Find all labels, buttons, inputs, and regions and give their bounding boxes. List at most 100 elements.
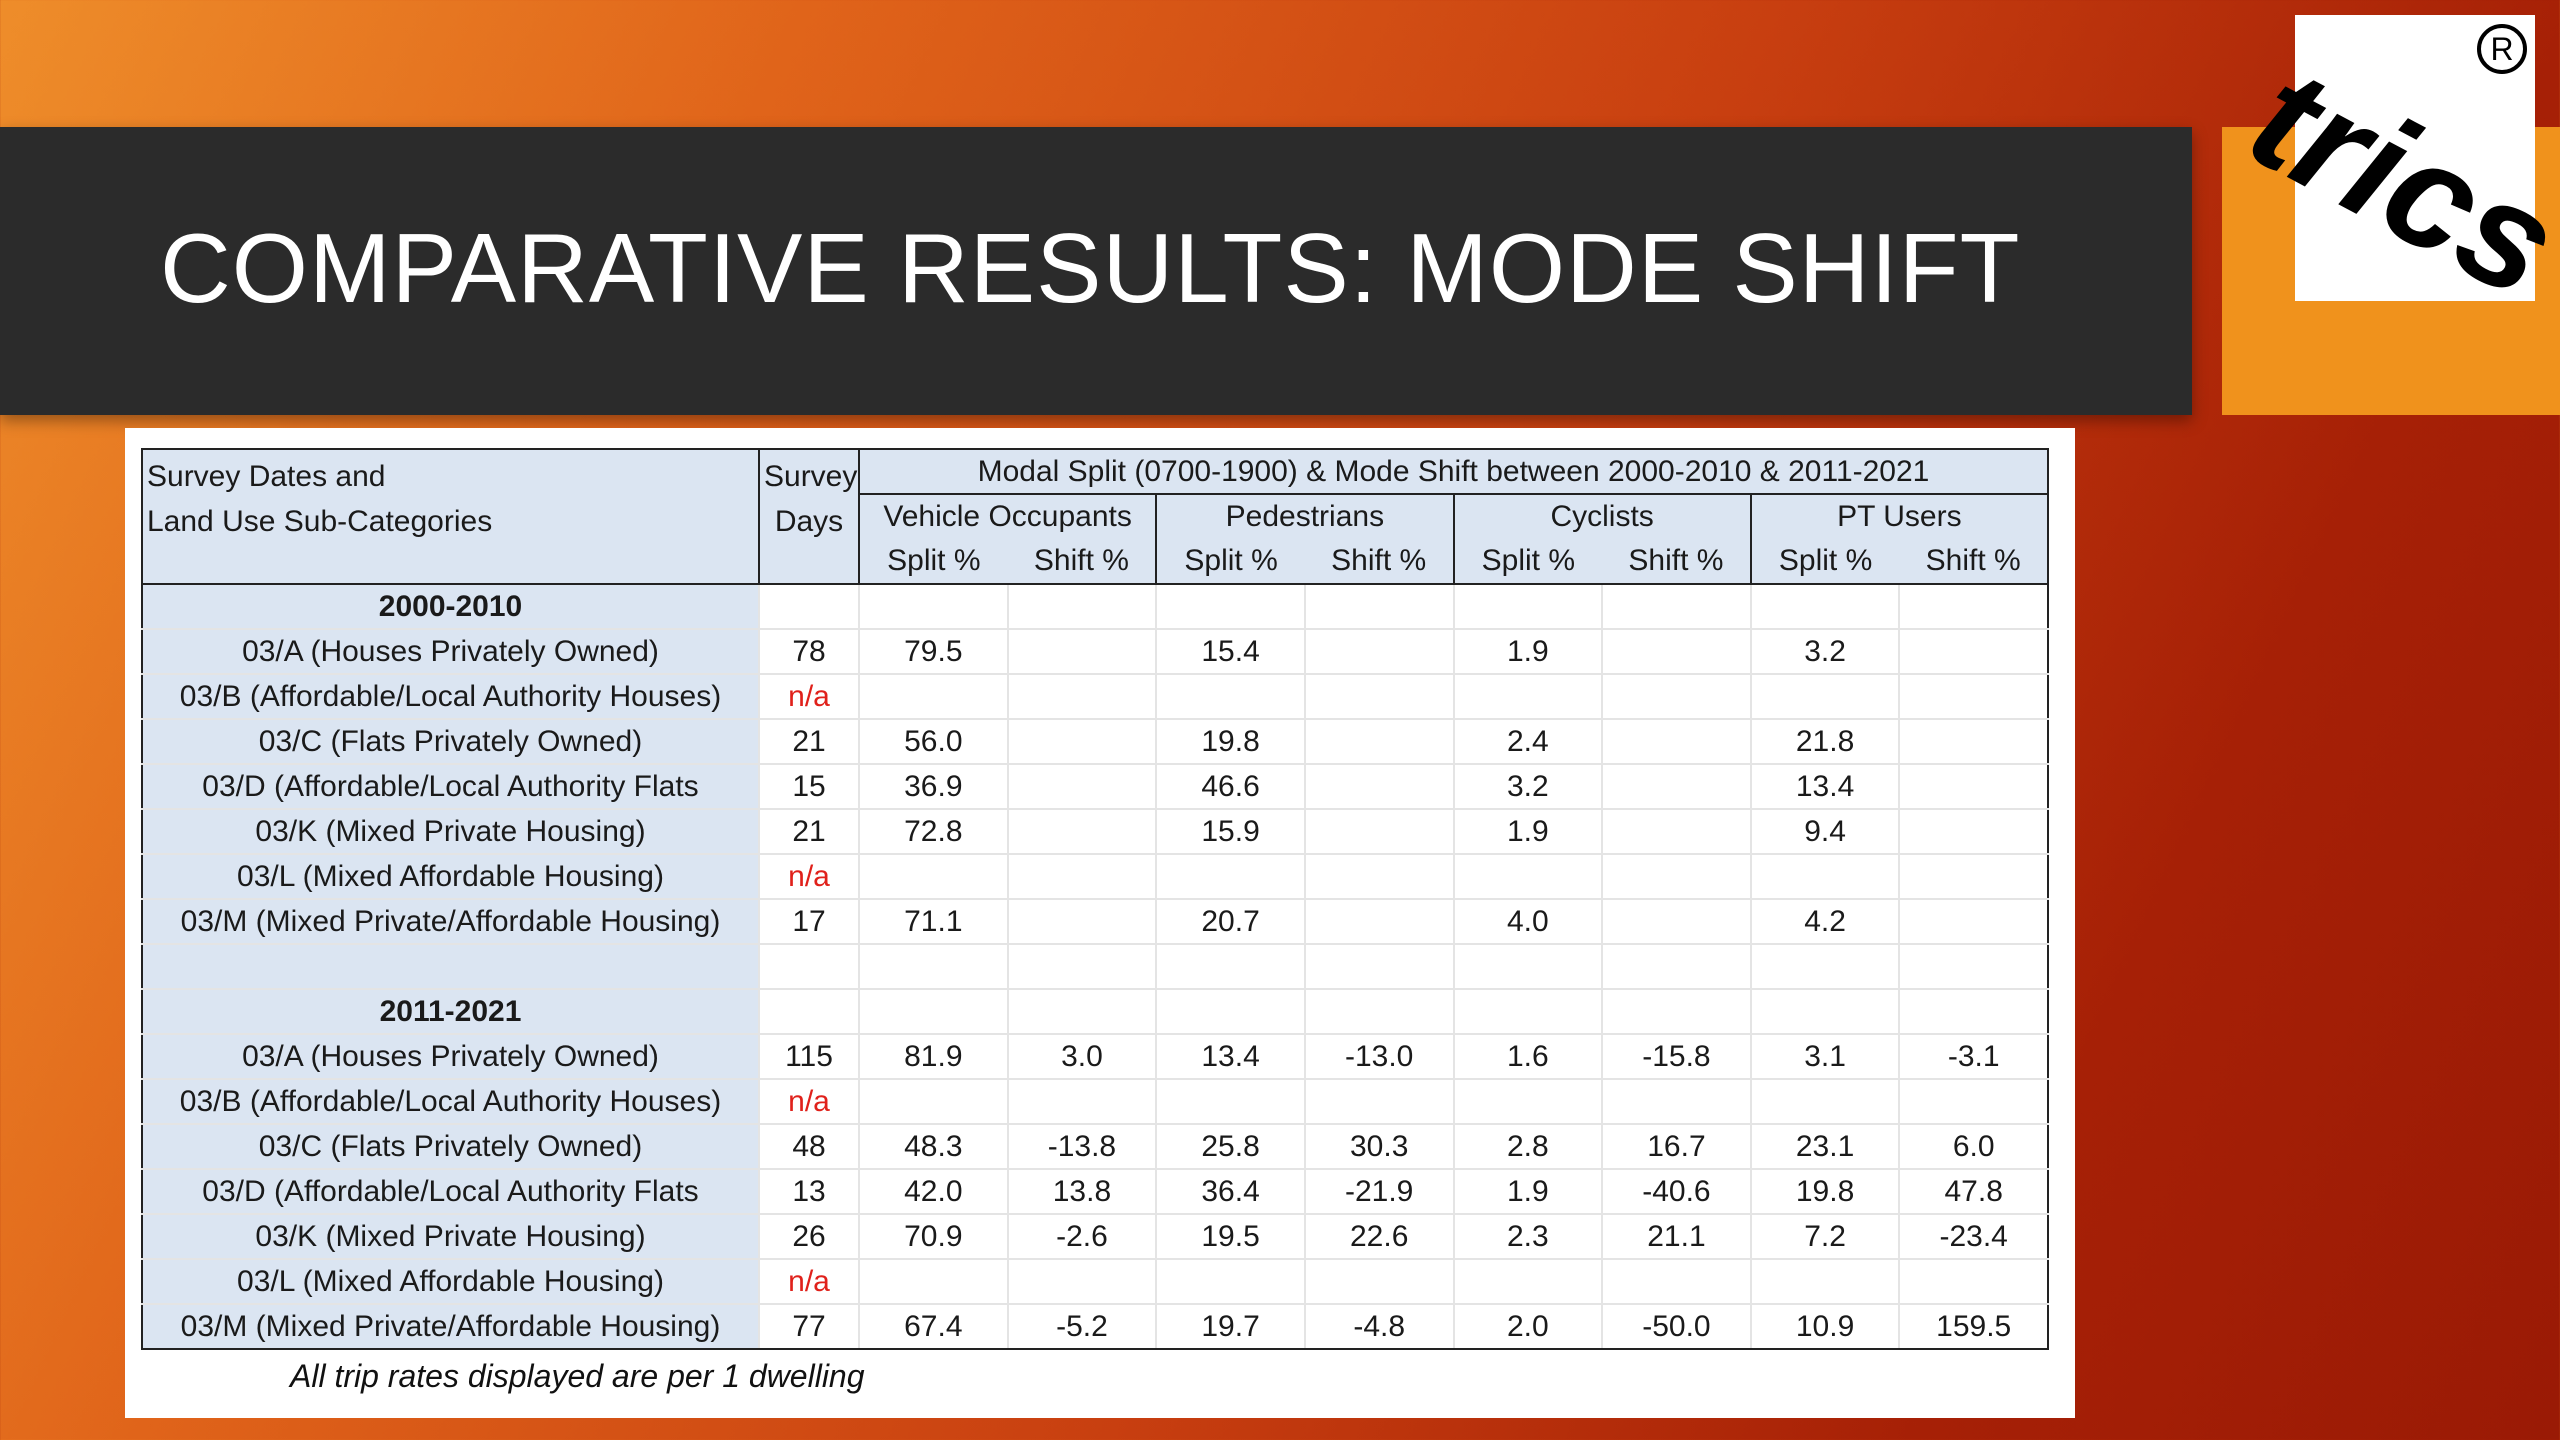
table-row: 03/C (Flats Privately Owned) 21 56.0 19.8 2.… xyxy=(141,719,2049,765)
category-label: 03/M (Mixed Private/Affordable Housing) xyxy=(141,1304,760,1350)
split-cell xyxy=(1750,854,1901,900)
split-cell xyxy=(1156,674,1306,720)
header-days-line2: Days xyxy=(774,505,844,538)
split-cell: 56.0 xyxy=(859,719,1009,765)
survey-days-cell: n/a xyxy=(759,1259,860,1305)
header-group: Cyclists xyxy=(1452,494,1752,539)
split-cell xyxy=(1750,989,1901,1035)
split-cell: 2.3 xyxy=(1453,1214,1604,1260)
shift-cell xyxy=(1602,809,1752,855)
shift-cell xyxy=(1304,1259,1455,1305)
split-cell xyxy=(1156,1259,1306,1305)
shift-cell: -50.0 xyxy=(1602,1304,1752,1350)
split-cell: 72.8 xyxy=(859,809,1009,855)
header-split: Split % xyxy=(1155,539,1305,585)
category-label: 03/L (Mixed Affordable Housing) xyxy=(141,1259,760,1305)
category-label: 03/D (Affordable/Local Authority Flats xyxy=(141,1169,760,1215)
table-row xyxy=(141,944,2049,990)
split-cell xyxy=(859,584,1009,630)
survey-days-cell: 21 xyxy=(759,809,860,855)
split-cell xyxy=(1453,1079,1604,1125)
split-cell xyxy=(859,1259,1009,1305)
shift-cell xyxy=(1007,989,1158,1035)
table-row: 03/K (Mixed Private Housing) 21 72.8 15.9 1.… xyxy=(141,809,2049,855)
survey-days-cell xyxy=(759,989,860,1035)
survey-days-cell: n/a xyxy=(759,674,860,720)
shift-cell xyxy=(1602,1259,1752,1305)
shift-cell xyxy=(1304,719,1455,765)
spacer-cell xyxy=(141,944,760,990)
shift-cell xyxy=(1602,584,1752,630)
shift-cell xyxy=(1899,719,2049,765)
split-cell: 3.2 xyxy=(1453,764,1604,810)
split-cell: 48.3 xyxy=(859,1124,1009,1170)
split-cell: 23.1 xyxy=(1750,1124,1901,1170)
split-cell: 1.9 xyxy=(1453,1169,1604,1215)
category-label: 03/A (Houses Privately Owned) xyxy=(141,1034,760,1080)
shift-cell: -40.6 xyxy=(1602,1169,1752,1215)
split-cell: 81.9 xyxy=(859,1034,1009,1080)
split-cell: 19.7 xyxy=(1156,1304,1306,1350)
header-category: Survey Dates and Land Use Sub-Categories xyxy=(141,448,760,585)
header-group: Pedestrians xyxy=(1155,494,1455,539)
split-cell: 2.0 xyxy=(1453,1304,1604,1350)
split-cell xyxy=(1750,1259,1901,1305)
split-cell: 3.1 xyxy=(1750,1034,1901,1080)
survey-days-cell: n/a xyxy=(759,854,860,900)
survey-days-cell: 21 xyxy=(759,719,860,765)
shift-cell xyxy=(1602,899,1752,945)
split-cell: 3.2 xyxy=(1750,629,1901,675)
table-row: 03/B (Affordable/Local Authority Houses)… xyxy=(141,1079,2049,1125)
split-cell xyxy=(859,1079,1009,1125)
category-label: 03/K (Mixed Private Housing) xyxy=(141,1214,760,1260)
split-cell: 2.8 xyxy=(1453,1124,1604,1170)
table-row: 03/A (Houses Privately Owned) 78 79.5 15.4 1… xyxy=(141,629,2049,675)
split-cell: 15.4 xyxy=(1156,629,1306,675)
split-cell xyxy=(859,944,1009,990)
shift-cell xyxy=(1304,809,1455,855)
header-group: Vehicle Occupants xyxy=(857,494,1158,539)
table-row: 03/K (Mixed Private Housing) 26 70.9 -2.6 19… xyxy=(141,1214,2049,1260)
split-cell xyxy=(1750,944,1901,990)
registered-mark-icon: R xyxy=(2477,24,2527,74)
split-cell xyxy=(1156,1079,1306,1125)
split-cell xyxy=(859,989,1009,1035)
survey-days-cell: 115 xyxy=(759,1034,860,1080)
title-bar xyxy=(0,127,2192,415)
shift-cell: 16.7 xyxy=(1602,1124,1752,1170)
shift-cell: 21.1 xyxy=(1602,1214,1752,1260)
shift-cell xyxy=(1602,719,1752,765)
modal-split-table: Survey Dates and Land Use Sub-Categories… xyxy=(141,448,2050,1350)
shift-cell: 3.0 xyxy=(1007,1034,1158,1080)
split-cell: 67.4 xyxy=(859,1304,1009,1350)
table-row: 03/M (Mixed Private/Affordable Housing) 7… xyxy=(141,1304,2049,1350)
shift-cell xyxy=(1602,1079,1752,1125)
split-cell: 36.4 xyxy=(1156,1169,1306,1215)
shift-cell xyxy=(1007,1079,1158,1125)
shift-cell xyxy=(1007,629,1158,675)
shift-cell xyxy=(1304,764,1455,810)
category-label: 03/D (Affordable/Local Authority Flats xyxy=(141,764,760,810)
split-cell: 9.4 xyxy=(1750,809,1901,855)
split-cell xyxy=(1750,674,1901,720)
header-shift: Shift % xyxy=(1899,539,2049,585)
shift-cell xyxy=(1899,674,2049,720)
shift-cell xyxy=(1899,899,2049,945)
category-label: 03/L (Mixed Affordable Housing) xyxy=(141,854,760,900)
survey-days-cell: 77 xyxy=(759,1304,860,1350)
shift-cell xyxy=(1304,899,1455,945)
shift-cell xyxy=(1899,809,2049,855)
header-survey-days: Survey Days xyxy=(758,448,860,585)
split-cell xyxy=(1750,1079,1901,1125)
split-cell: 1.9 xyxy=(1453,629,1604,675)
shift-cell: 13.8 xyxy=(1007,1169,1158,1215)
category-label: 03/A (Houses Privately Owned) xyxy=(141,629,760,675)
header-category-line2: Land Use Sub-Categories xyxy=(147,505,493,538)
table-row: 03/B (Affordable/Local Authority Houses)… xyxy=(141,674,2049,720)
shift-cell xyxy=(1602,764,1752,810)
split-cell xyxy=(1453,674,1604,720)
split-cell xyxy=(1156,854,1306,900)
split-cell xyxy=(1156,584,1306,630)
header-shift: Shift % xyxy=(1602,539,1752,585)
shift-cell xyxy=(1899,854,2049,900)
